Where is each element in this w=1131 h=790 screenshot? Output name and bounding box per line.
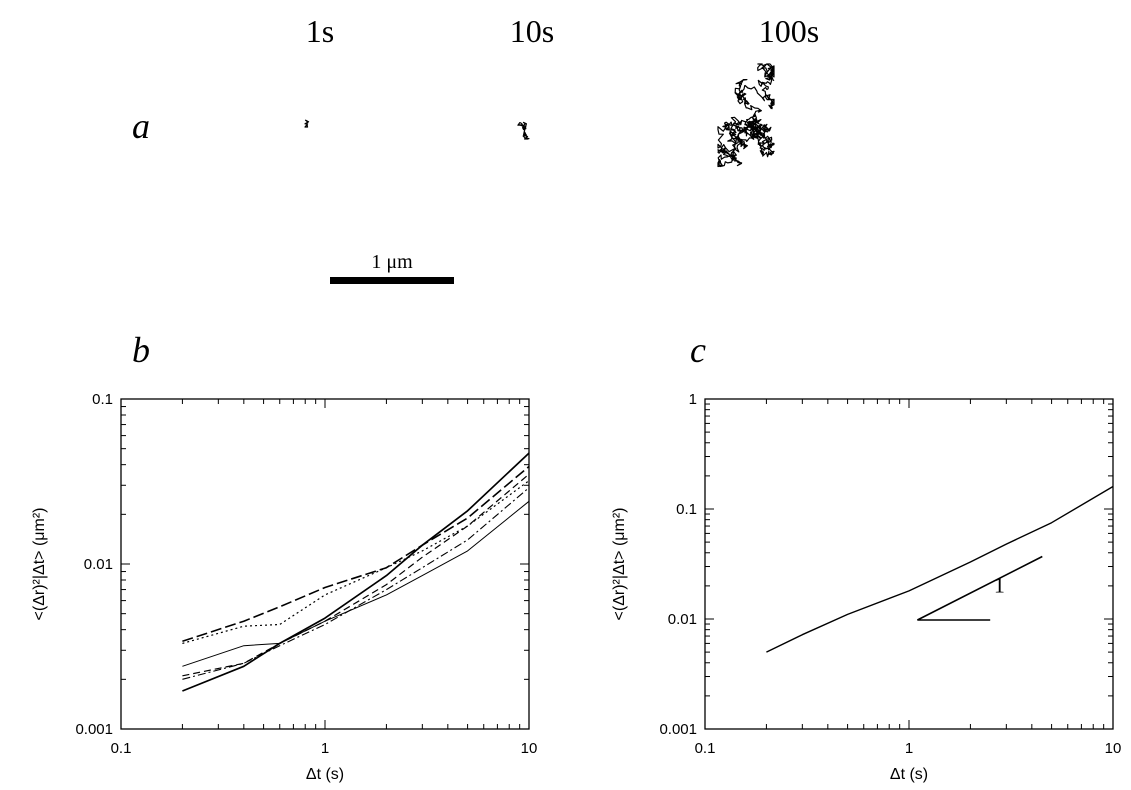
trajectory-1s — [304, 119, 310, 128]
plot-frame-c — [704, 398, 1114, 730]
y-axis-label: <(Δr)²|Δt> (μm²) — [611, 508, 628, 621]
trajectory-10s — [517, 121, 530, 140]
time-label-10s: 10s — [510, 13, 554, 49]
series-line-5 — [182, 480, 530, 644]
series-line-4 — [182, 465, 530, 643]
x-tick-label: 1 — [905, 740, 913, 757]
y-tick-label: 0.001 — [659, 721, 697, 738]
panel-letter-c: c — [690, 330, 706, 370]
x-tick-label: 1 — [321, 740, 329, 757]
x-axis-label: Δt (s) — [306, 766, 344, 783]
trajectory-100s — [717, 63, 775, 168]
panel-c: c 0.1 1 10 0.001 0.01 0.1 1 Δt (s) <(Δr)… — [611, 330, 1121, 783]
trajectory-path — [304, 119, 310, 128]
panel-a: 1s 10s 100s a 1 μm — [132, 13, 819, 284]
scale-bar — [330, 277, 454, 284]
series-line-3 — [182, 473, 530, 677]
x-axis-label: Δt (s) — [890, 766, 928, 783]
x-tick-label: 0.1 — [111, 740, 132, 757]
y-tick-label: 0.001 — [75, 721, 113, 738]
y-tick-label: 0.1 — [676, 501, 697, 518]
scale-bar-label: 1 μm — [371, 251, 413, 273]
series-line-1 — [182, 452, 530, 692]
x-tick-label: 10 — [521, 740, 538, 757]
x-tick-label: 10 — [1105, 740, 1122, 757]
time-label-1s: 1s — [306, 13, 334, 49]
y-tick-label: 0.01 — [668, 611, 697, 628]
time-label-100s: 100s — [759, 13, 819, 49]
panel-b: b 0.1 1 10 0.001 0.01 0.1 Δt (s) <(Δr)²|… — [31, 330, 537, 783]
y-tick-label: 1 — [689, 391, 697, 408]
x-tick-label: 0.1 — [695, 740, 716, 757]
series-line-1 — [766, 485, 1114, 653]
y-axis-label: <(Δr)²|Δt> (μm²) — [31, 508, 48, 621]
plot-frame-b — [120, 398, 530, 730]
y-tick-label: 0.1 — [92, 391, 113, 408]
y-tick-label: 0.01 — [84, 556, 113, 573]
trajectory-path — [717, 63, 775, 168]
slope-label: 1 — [994, 572, 1005, 597]
series-line-2 — [182, 500, 530, 667]
panel-letter-b: b — [132, 330, 150, 370]
slope-triangle — [917, 555, 1043, 621]
trajectory-path — [517, 121, 530, 140]
panel-letter-a: a — [132, 106, 150, 146]
series-line-6 — [182, 487, 530, 680]
